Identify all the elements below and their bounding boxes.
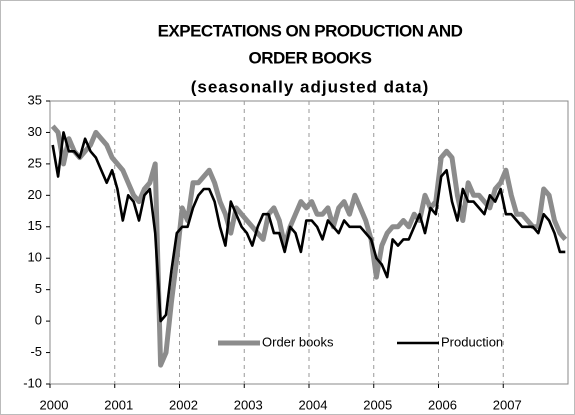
y-tick-label: 25 — [28, 155, 42, 170]
chart-title: EXPECTATIONS ON PRODUCTION AND — [158, 21, 463, 40]
y-tick-label: 10 — [28, 250, 42, 265]
chart-subtitle: (seasonally adjusted data) — [191, 77, 430, 96]
series-line — [50, 124, 568, 368]
chart-title: ORDER BOOKS — [249, 48, 372, 67]
y-tick-label: 20 — [28, 187, 42, 202]
x-tick-label: 2001 — [104, 397, 133, 412]
x-tick-label: 2003 — [234, 397, 263, 412]
y-tick-label: 0 — [35, 313, 42, 328]
series-line — [51, 131, 566, 323]
legend-label: Production — [441, 334, 503, 349]
x-tick-label: 2004 — [299, 397, 328, 412]
y-tick-label: 5 — [35, 281, 42, 296]
x-tick-label: 2005 — [363, 397, 392, 412]
y-tick-label: -10 — [23, 375, 42, 390]
y-tick-label: 35 — [28, 92, 42, 107]
x-tick-label: 2002 — [169, 397, 198, 412]
y-tick-label: -5 — [30, 344, 42, 359]
y-tick-label: 15 — [28, 218, 42, 233]
x-tick-label: 2007 — [493, 397, 522, 412]
x-tick-label: 2006 — [428, 397, 457, 412]
x-tick-label: 2000 — [40, 397, 69, 412]
legend-label: Order books — [262, 334, 334, 349]
y-tick-label: 30 — [28, 124, 42, 139]
